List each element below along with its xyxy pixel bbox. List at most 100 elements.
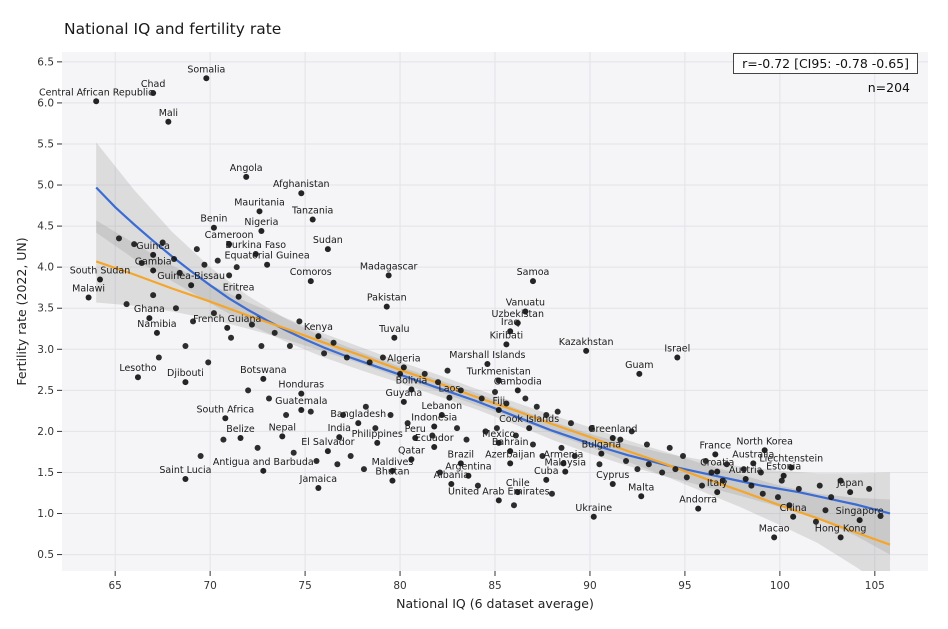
data-point — [463, 436, 470, 443]
country-label: Samoa — [517, 267, 550, 278]
data-point — [210, 310, 217, 317]
data-point — [286, 342, 293, 349]
data-point — [529, 278, 536, 285]
data-point — [171, 255, 178, 262]
data-point — [324, 246, 331, 253]
country-label: Ukraine — [575, 503, 612, 514]
data-point — [444, 367, 451, 374]
country-label: Estonia — [766, 462, 801, 473]
data-point — [383, 303, 390, 310]
y-tick-label: 5.5 — [37, 138, 54, 150]
country-label: Antigua and Barbuda — [213, 457, 314, 468]
y-tick-label: 6.5 — [37, 56, 54, 68]
data-point — [492, 388, 498, 395]
data-point — [788, 464, 795, 471]
country-label: Maldives — [372, 457, 414, 468]
x-tick-label: 90 — [583, 580, 596, 592]
data-point — [391, 334, 398, 341]
country-label: Iraq — [501, 317, 520, 328]
data-point — [438, 411, 445, 418]
country-label: Israel — [664, 343, 690, 354]
data-point — [165, 118, 172, 125]
country-label: India — [328, 423, 351, 434]
y-tick-label: 3.0 — [37, 344, 54, 356]
data-point — [812, 518, 819, 525]
data-point — [495, 377, 502, 384]
country-label: Honduras — [278, 380, 324, 391]
country-label: Ghana — [134, 304, 165, 315]
data-point — [539, 453, 546, 460]
country-label: Kiribati — [490, 330, 524, 341]
data-point — [387, 411, 394, 418]
data-point — [134, 374, 141, 381]
data-point — [389, 477, 396, 484]
data-point — [343, 354, 350, 361]
country-label: Botswana — [240, 365, 286, 376]
data-point — [822, 507, 829, 514]
data-point — [837, 534, 844, 541]
data-point — [205, 359, 212, 366]
data-point — [190, 318, 197, 325]
data-point — [847, 489, 854, 496]
data-point — [590, 513, 597, 520]
country-label: Greenland — [588, 424, 637, 435]
country-label: Indonesia — [411, 412, 457, 423]
data-point — [96, 276, 103, 283]
country-label: Saint Lucia — [159, 465, 211, 476]
country-label: China — [780, 503, 807, 514]
data-point — [334, 461, 341, 468]
data-point — [182, 342, 189, 349]
data-point — [558, 444, 565, 451]
data-point — [514, 489, 521, 496]
country-label: Japan — [836, 478, 864, 489]
data-point — [774, 494, 781, 501]
y-tick-label: 2.0 — [37, 426, 54, 438]
data-point — [385, 272, 392, 279]
country-label: Tuvalu — [378, 324, 410, 335]
data-point — [298, 390, 305, 397]
country-label: Bolivia — [396, 376, 428, 387]
data-point — [495, 439, 502, 446]
data-point — [623, 457, 630, 464]
country-label: North Korea — [736, 436, 793, 447]
data-point — [484, 361, 491, 368]
country-label: Macao — [759, 523, 790, 534]
country-label: Djibouti — [167, 368, 204, 379]
data-point — [254, 444, 261, 451]
country-label: Turkmenistan — [466, 366, 531, 377]
data-point — [598, 450, 605, 457]
country-label: Bahrain — [492, 437, 529, 448]
data-point — [702, 457, 709, 464]
data-point — [279, 433, 286, 440]
data-point — [408, 456, 415, 463]
chart-title: National IQ and fertility rate — [64, 20, 282, 38]
data-point — [362, 403, 369, 410]
y-tick-label: 4.0 — [37, 262, 54, 274]
data-point — [503, 341, 510, 348]
country-label: Gambia — [135, 256, 172, 267]
country-label: Equatorial Guinea — [225, 251, 310, 262]
country-label: Uzbekistan — [492, 309, 544, 320]
data-point — [436, 469, 443, 476]
country-label: Liechtenstein — [759, 454, 823, 465]
data-point — [400, 398, 407, 405]
data-point — [719, 477, 726, 484]
data-point — [235, 293, 242, 300]
country-label: Cuba — [534, 466, 559, 477]
data-point — [271, 329, 278, 336]
data-point — [877, 512, 884, 519]
country-label: Guinea-Bissau — [157, 271, 225, 282]
country-label: Malaysia — [545, 458, 587, 469]
data-point — [298, 407, 305, 414]
data-point — [856, 517, 863, 524]
data-point — [757, 469, 764, 476]
country-label: Brazil — [448, 449, 475, 460]
country-label: United Arab Emirates — [448, 486, 550, 497]
country-label: Algeria — [387, 353, 420, 364]
data-point — [266, 395, 273, 402]
data-point — [617, 436, 624, 443]
data-point — [795, 485, 802, 492]
country-label: Pakistan — [367, 293, 407, 304]
data-point — [778, 477, 785, 484]
